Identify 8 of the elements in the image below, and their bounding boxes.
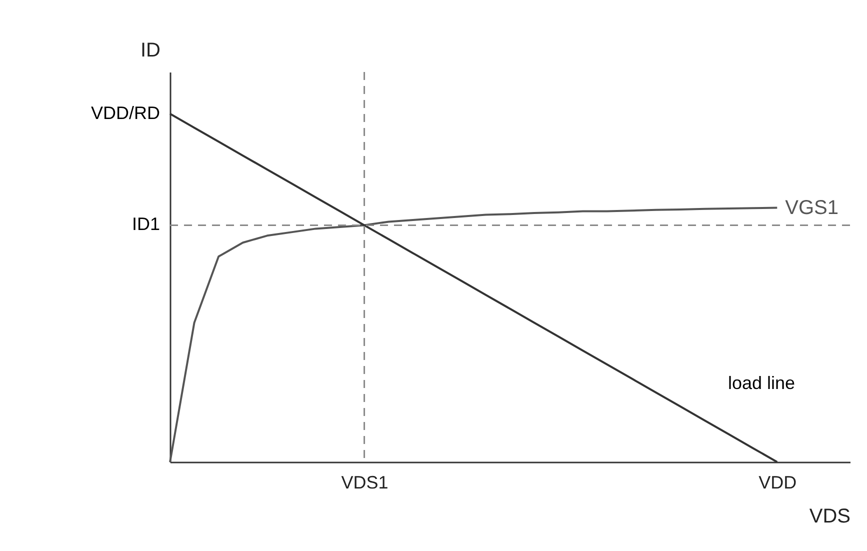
annotation: load line [728,373,796,393]
x-axis-title: VDS [809,506,850,528]
x-tick-label: VDS1 [341,472,388,492]
y-axis-title: ID [140,40,160,62]
series-label: VGS1 [785,196,838,219]
ref-line-label: ID1 [132,214,160,234]
x-tick-label: VDD [758,472,797,492]
text: VDD/RD [90,102,160,123]
